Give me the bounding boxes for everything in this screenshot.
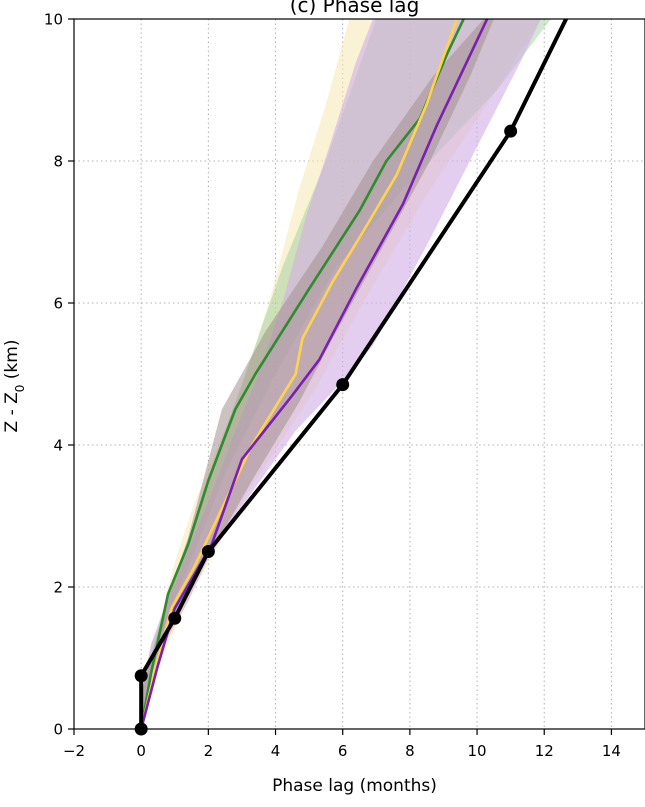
x-axis: −2 0 2 4 6 8 10 12 14	[63, 729, 621, 760]
x-tick-label: 14	[602, 742, 621, 760]
data-point	[201, 545, 215, 558]
uncertainty-band-3	[141, 19, 541, 729]
y-tick-label: 10	[44, 11, 63, 29]
x-axis-label: Phase lag (months)	[272, 776, 437, 796]
data-point	[336, 378, 350, 392]
data-point	[168, 611, 182, 625]
data-point	[504, 124, 518, 138]
y-tick-label: 4	[53, 437, 63, 455]
series-line-2	[139, 19, 459, 729]
y-axis-label: Z - Z0 (km)	[2, 340, 27, 433]
data-point	[134, 669, 148, 683]
x-tick-label: 12	[535, 742, 554, 760]
y-axis-label-subscript: 0	[13, 385, 27, 393]
y-axis-label-unit: (km)	[2, 340, 22, 385]
chart-title: (c) Phase lag	[290, 0, 420, 17]
x-tick-label: −2	[63, 742, 85, 760]
x-tick-label: 10	[468, 742, 487, 760]
x-tick-label: 4	[271, 742, 281, 760]
x-tick-label: 6	[338, 742, 348, 760]
series-markers	[134, 124, 518, 736]
y-axis-label-main: Z - Z	[2, 392, 22, 432]
x-tick-label: 2	[204, 742, 214, 760]
y-tick-label: 0	[53, 721, 63, 739]
plot-frame	[73, 18, 645, 730]
x-tick-label: 8	[405, 742, 415, 760]
y-axis: 0 2 4 6 8 10	[44, 11, 74, 739]
y-tick-label: 2	[53, 579, 63, 597]
x-tick-label: 0	[136, 742, 146, 760]
y-tick-label: 8	[53, 153, 63, 171]
y-tick-label: 6	[53, 295, 63, 313]
uncertainty-bands	[141, 19, 551, 729]
